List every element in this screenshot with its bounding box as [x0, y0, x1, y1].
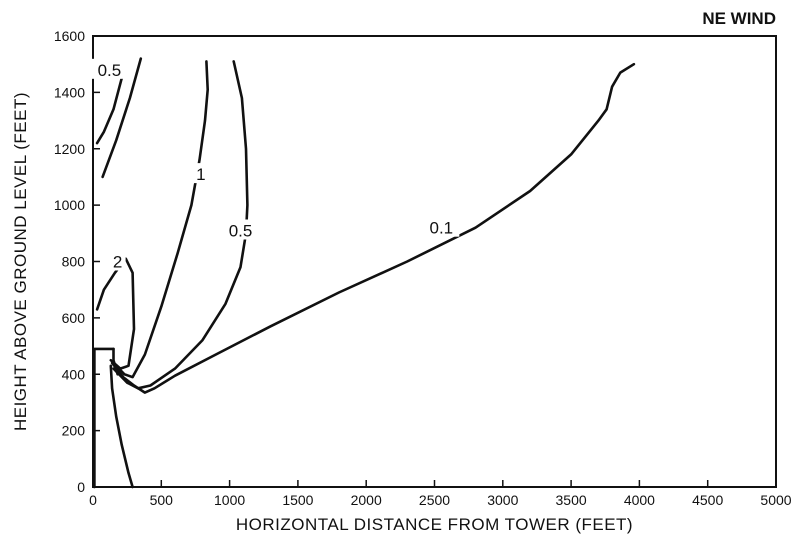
- contour-line: [101, 57, 143, 179]
- contour-line-2: [95, 257, 136, 370]
- contour-label-background: [91, 58, 128, 79]
- y-tick-label: 1000: [54, 197, 85, 213]
- x-tick-label: 2000: [351, 492, 382, 508]
- x-tick-label: 500: [150, 492, 174, 508]
- contour-line-0-5: [112, 60, 249, 390]
- y-tick-label: 1400: [54, 84, 85, 100]
- contour-label-background: [222, 219, 259, 240]
- y-axis-title: HEIGHT ABOVE GROUND LEVEL (FEET): [11, 92, 30, 431]
- x-tick-label: 4500: [692, 492, 723, 508]
- contour-label-background: [423, 216, 460, 237]
- y-tick-label: 400: [62, 366, 86, 382]
- y-tick-label: 600: [62, 310, 86, 326]
- contour-line-0-1: [110, 62, 636, 394]
- contour-lines: [93, 57, 636, 489]
- x-tick-label: 3000: [487, 492, 518, 508]
- x-tick-label: 1500: [282, 492, 313, 508]
- contour-label-background: [192, 163, 209, 184]
- x-tick-label: 0: [89, 492, 97, 508]
- contour-label-background: [109, 250, 126, 271]
- wind-direction-annotation: NE WIND: [702, 9, 776, 28]
- x-tick-label: 4000: [624, 492, 655, 508]
- y-tick-label: 0: [77, 479, 85, 495]
- contour-label: 2: [113, 253, 122, 272]
- x-tick-label: 5000: [760, 492, 791, 508]
- contour-label: 1: [196, 165, 205, 184]
- x-axis-title: HORIZONTAL DISTANCE FROM TOWER (FEET): [236, 515, 633, 534]
- contour-line-1: [112, 60, 209, 379]
- contour-label: 0.5: [229, 221, 253, 240]
- y-tick-label: 200: [62, 423, 86, 439]
- contour-line: [93, 347, 115, 489]
- y-tick-label: 1200: [54, 141, 85, 157]
- contour-label: 0.1: [430, 219, 454, 238]
- contour-labels: 0.1 0.5 1 2 0.5: [91, 58, 460, 272]
- x-tick-label: 1000: [214, 492, 245, 508]
- y-tick-label: 800: [62, 254, 86, 270]
- y-tick-label: 1600: [54, 28, 85, 44]
- x-tick-label: 2500: [419, 492, 450, 508]
- x-tick-label: 3500: [556, 492, 587, 508]
- contour-line-0-5: [95, 77, 123, 145]
- contour-line: [109, 364, 134, 489]
- contour-line: [112, 347, 119, 376]
- contour-label: 0.5: [98, 61, 122, 80]
- plot-frame: [92, 35, 777, 488]
- axis-ticks: 0 500 1000 1500 2000 2500 3000 3500 4000 4500 5000…: [54, 28, 792, 508]
